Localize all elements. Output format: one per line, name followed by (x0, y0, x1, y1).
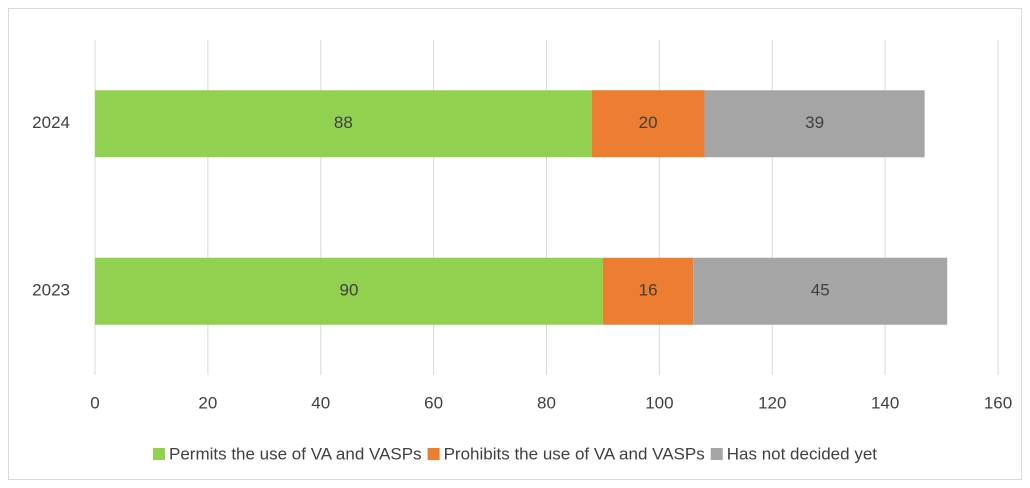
data-label: 45 (811, 281, 830, 300)
data-label: 90 (340, 281, 359, 300)
x-tick-label: 100 (645, 393, 673, 412)
x-tick-label: 0 (90, 393, 99, 412)
chart-border (8, 8, 1022, 480)
x-tick-label: 120 (758, 393, 786, 412)
y-tick-label: 2024 (32, 113, 70, 132)
x-tick-label: 160 (984, 393, 1012, 412)
x-tick-label: 80 (537, 393, 556, 412)
bar-segment (95, 257, 603, 325)
bar-segment (591, 90, 705, 158)
legend-label: Has not decided yet (727, 444, 878, 463)
bar-segment (95, 90, 592, 158)
legend-label: Permits the use of VA and VASPs (169, 444, 422, 463)
data-label: 88 (334, 113, 353, 132)
bar-segment (693, 257, 948, 325)
data-label: 39 (805, 113, 824, 132)
y-tick-label: 2023 (32, 281, 70, 300)
bar-segment (602, 257, 694, 325)
legend-label: Prohibits the use of VA and VASPs (444, 444, 705, 463)
x-tick-label: 140 (871, 393, 899, 412)
data-label: 20 (639, 113, 658, 132)
legend-swatch (710, 448, 723, 460)
data-label: 16 (639, 281, 658, 300)
bar-segment (704, 90, 925, 158)
x-tick-label: 60 (424, 393, 443, 412)
legend-swatch (427, 448, 440, 460)
legend-swatch (152, 448, 165, 460)
x-tick-label: 20 (198, 393, 217, 412)
x-tick-label: 40 (311, 393, 330, 412)
